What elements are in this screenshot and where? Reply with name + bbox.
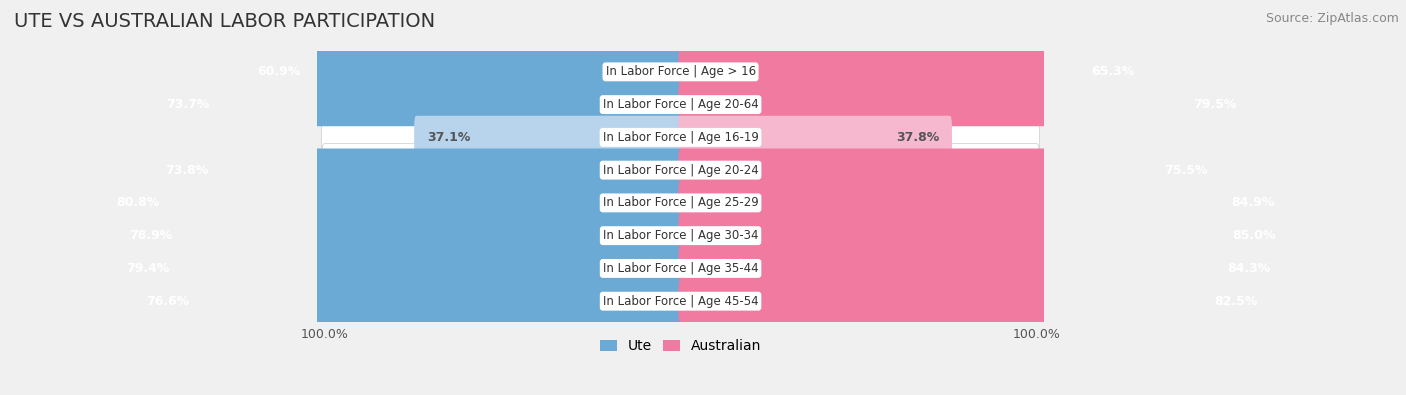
FancyBboxPatch shape — [415, 116, 683, 159]
FancyBboxPatch shape — [679, 214, 1288, 257]
Text: In Labor Force | Age 30-34: In Labor Force | Age 30-34 — [603, 229, 758, 242]
FancyBboxPatch shape — [322, 78, 1039, 131]
FancyBboxPatch shape — [679, 181, 1288, 224]
FancyBboxPatch shape — [679, 280, 1270, 323]
Text: In Labor Force | Age 45-54: In Labor Force | Age 45-54 — [603, 295, 758, 308]
FancyBboxPatch shape — [132, 280, 683, 323]
Text: In Labor Force | Age > 16: In Labor Force | Age > 16 — [606, 65, 755, 78]
FancyBboxPatch shape — [679, 50, 1147, 94]
FancyBboxPatch shape — [322, 242, 1039, 295]
Text: 79.4%: 79.4% — [125, 262, 169, 275]
Text: 37.1%: 37.1% — [427, 131, 471, 144]
FancyBboxPatch shape — [245, 50, 683, 94]
Text: UTE VS AUSTRALIAN LABOR PARTICIPATION: UTE VS AUSTRALIAN LABOR PARTICIPATION — [14, 12, 436, 31]
Text: Source: ZipAtlas.com: Source: ZipAtlas.com — [1265, 12, 1399, 25]
Text: 82.5%: 82.5% — [1215, 295, 1257, 308]
Text: 75.5%: 75.5% — [1164, 164, 1208, 177]
Text: 60.9%: 60.9% — [257, 65, 301, 78]
Text: In Labor Force | Age 25-29: In Labor Force | Age 25-29 — [603, 196, 758, 209]
Text: In Labor Force | Age 16-19: In Labor Force | Age 16-19 — [603, 131, 758, 144]
FancyBboxPatch shape — [679, 149, 1220, 192]
FancyBboxPatch shape — [322, 45, 1039, 98]
FancyBboxPatch shape — [679, 116, 952, 159]
FancyBboxPatch shape — [117, 214, 683, 257]
Text: 84.3%: 84.3% — [1227, 262, 1270, 275]
FancyBboxPatch shape — [103, 181, 683, 224]
FancyBboxPatch shape — [322, 144, 1039, 197]
FancyBboxPatch shape — [322, 176, 1039, 229]
Text: In Labor Force | Age 20-24: In Labor Force | Age 20-24 — [603, 164, 758, 177]
FancyBboxPatch shape — [322, 209, 1039, 262]
Text: 76.6%: 76.6% — [146, 295, 188, 308]
FancyBboxPatch shape — [322, 111, 1039, 164]
Text: 84.9%: 84.9% — [1232, 196, 1275, 209]
Text: In Labor Force | Age 20-64: In Labor Force | Age 20-64 — [603, 98, 758, 111]
FancyBboxPatch shape — [322, 275, 1039, 328]
Text: 37.8%: 37.8% — [896, 131, 939, 144]
FancyBboxPatch shape — [153, 83, 683, 126]
FancyBboxPatch shape — [679, 247, 1284, 290]
FancyBboxPatch shape — [679, 83, 1249, 126]
Text: 73.8%: 73.8% — [166, 164, 209, 177]
Text: 65.3%: 65.3% — [1091, 65, 1135, 78]
Text: 79.5%: 79.5% — [1192, 98, 1236, 111]
Text: 73.7%: 73.7% — [166, 98, 209, 111]
Legend: Ute, Australian: Ute, Australian — [595, 334, 766, 359]
Text: In Labor Force | Age 35-44: In Labor Force | Age 35-44 — [603, 262, 758, 275]
FancyBboxPatch shape — [112, 247, 683, 290]
Text: 78.9%: 78.9% — [129, 229, 173, 242]
Text: 80.8%: 80.8% — [115, 196, 159, 209]
Text: 85.0%: 85.0% — [1232, 229, 1275, 242]
FancyBboxPatch shape — [153, 149, 683, 192]
